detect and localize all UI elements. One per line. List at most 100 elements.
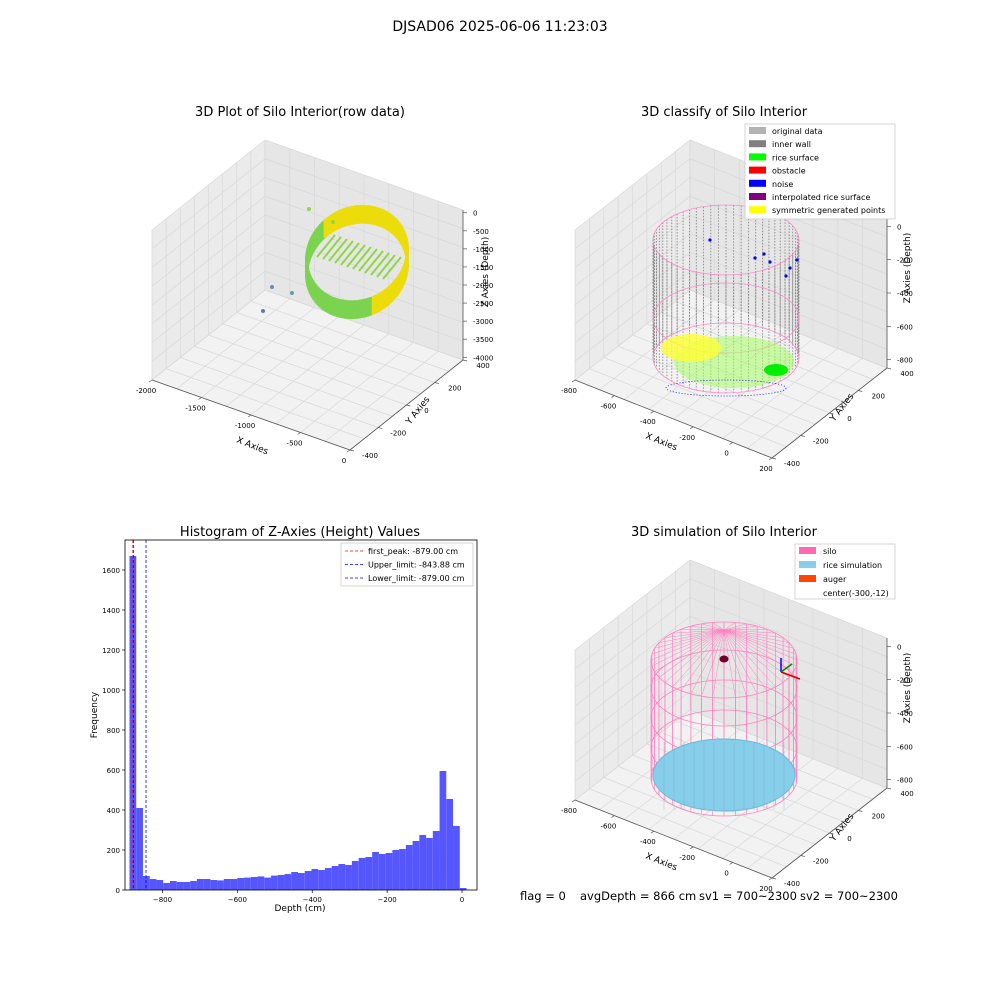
x-tick bbox=[611, 815, 615, 818]
histogram-bar bbox=[412, 841, 420, 890]
histogram-bar bbox=[324, 868, 332, 890]
histogram-bar bbox=[176, 882, 184, 890]
silo-wireframe bbox=[712, 622, 725, 631]
y-tick-label: 0 bbox=[424, 407, 428, 415]
raw-point bbox=[382, 256, 402, 280]
y-tick-label: 0 bbox=[847, 835, 851, 843]
x-tick-label: -500 bbox=[287, 440, 303, 448]
rice-surface-points bbox=[764, 364, 788, 376]
simulation-3d-surface bbox=[650, 621, 801, 817]
y-tick bbox=[800, 855, 805, 857]
gridline bbox=[250, 300, 449, 372]
center-marker bbox=[719, 655, 729, 663]
footer-sv2: sv2 = 700~2300 bbox=[800, 889, 898, 903]
silo-wireframe bbox=[723, 629, 798, 661]
histogram-bar bbox=[169, 881, 177, 890]
gridline bbox=[689, 252, 888, 331]
footer-sv1: sv1 = 700~2300 bbox=[699, 889, 797, 903]
x-tick-label: -800 bbox=[561, 387, 577, 395]
y-tick-label: -200 bbox=[813, 858, 829, 866]
x-tick-label: 200 bbox=[759, 465, 772, 473]
histogram-bar bbox=[405, 845, 413, 890]
x-tick bbox=[690, 846, 694, 850]
histogram-y-tick-label: 800 bbox=[107, 727, 120, 735]
gridline bbox=[689, 653, 888, 733]
x-tick-label: -2000 bbox=[136, 387, 156, 395]
z-tick-label: -800 bbox=[897, 357, 913, 365]
legend-swatch bbox=[749, 179, 766, 187]
x-tick bbox=[247, 414, 252, 418]
silo-wireframe bbox=[690, 629, 725, 694]
silo-wireframe bbox=[723, 629, 758, 694]
z-tick-label: 0 bbox=[897, 643, 901, 651]
x-tick-label: -400 bbox=[640, 838, 656, 846]
histogram-bar bbox=[237, 878, 245, 890]
simulation-3d-zlabel: Z Axies (Depth) bbox=[903, 653, 913, 724]
silo-wireframe bbox=[651, 629, 725, 667]
x-tick-label: 0 bbox=[724, 869, 728, 877]
histogram-bar bbox=[358, 858, 366, 890]
x-tick bbox=[346, 449, 351, 453]
silo-wireframe bbox=[680, 629, 725, 691]
y-tick bbox=[349, 449, 355, 452]
silo-wireframe bbox=[681, 629, 725, 631]
x-tick bbox=[768, 877, 773, 881]
y-tick-label: 400 bbox=[476, 362, 489, 370]
classify-3d-legend: original data inner wall rice surface obsta… bbox=[744, 123, 896, 220]
gridline bbox=[166, 368, 365, 440]
y-tick-label: -400 bbox=[362, 452, 378, 460]
y-tick bbox=[462, 359, 468, 362]
histogram-bar bbox=[250, 877, 258, 890]
simulation-3d-ticks: -800 -600 -400 -200 0 200 -400 -200 0 200 400 0 -200… bbox=[561, 643, 914, 893]
raw-outlier-point bbox=[290, 291, 294, 295]
histogram-frame bbox=[124, 539, 478, 891]
gridline bbox=[574, 233, 691, 325]
legend-label: Upper_limit: -843.88 cm bbox=[368, 561, 465, 570]
x-tick-label: -600 bbox=[600, 823, 616, 831]
raw-point bbox=[364, 250, 384, 274]
y-tick-label: 200 bbox=[448, 385, 461, 393]
histogram-bar bbox=[203, 879, 211, 890]
silo-outline bbox=[652, 204, 800, 276]
raw-3d-title: 3D Plot of Silo Interior(row data) bbox=[195, 105, 405, 120]
histogram-y-tick-label: 200 bbox=[107, 847, 120, 855]
classify-3d-ticks: -800 -600 -400 -200 0 200 -400 -200 0 200 400 0 -200… bbox=[561, 223, 914, 473]
gridline bbox=[264, 233, 464, 305]
gridline bbox=[151, 270, 266, 362]
histogram-bar bbox=[190, 881, 197, 890]
simulation-3d-title: 3D simulation of Silo Interior bbox=[631, 525, 818, 540]
silo-wireframe bbox=[723, 629, 767, 631]
raw-outlier-point bbox=[261, 309, 265, 313]
x-tick-label: -600 bbox=[600, 403, 616, 411]
raw-point bbox=[340, 242, 360, 266]
legend-swatch bbox=[749, 193, 766, 200]
z-tick-label: -600 bbox=[897, 323, 913, 331]
silo-wireframe bbox=[723, 629, 797, 655]
y-tick bbox=[434, 382, 439, 384]
histogram-bar bbox=[163, 883, 170, 890]
histogram-bar bbox=[196, 879, 204, 890]
gridline bbox=[194, 345, 393, 417]
silo-wireframe bbox=[650, 629, 725, 661]
gridline bbox=[151, 233, 266, 325]
raw-point bbox=[358, 248, 378, 272]
raw-point bbox=[346, 244, 366, 268]
gridline bbox=[264, 139, 464, 211]
silo-wireframe bbox=[723, 629, 784, 638]
x-tick bbox=[690, 426, 694, 430]
histogram-bar bbox=[372, 852, 379, 890]
raw-point bbox=[376, 254, 396, 278]
histogram-y-tick-label: 0 bbox=[116, 887, 120, 895]
histogram-bar bbox=[257, 876, 265, 890]
histogram-bar bbox=[284, 874, 292, 890]
x-tick bbox=[611, 395, 615, 398]
gridline bbox=[574, 709, 691, 801]
x-tick-label: 0 bbox=[724, 449, 728, 457]
y-tick bbox=[406, 404, 411, 407]
silo-wireframe bbox=[723, 629, 790, 643]
z-tick-label: -400 bbox=[897, 710, 913, 718]
gridline bbox=[264, 252, 464, 323]
histogram-bar bbox=[217, 880, 224, 890]
classify-3d-xlabel: X Axies bbox=[644, 432, 679, 454]
silo-wireframe bbox=[658, 629, 725, 643]
